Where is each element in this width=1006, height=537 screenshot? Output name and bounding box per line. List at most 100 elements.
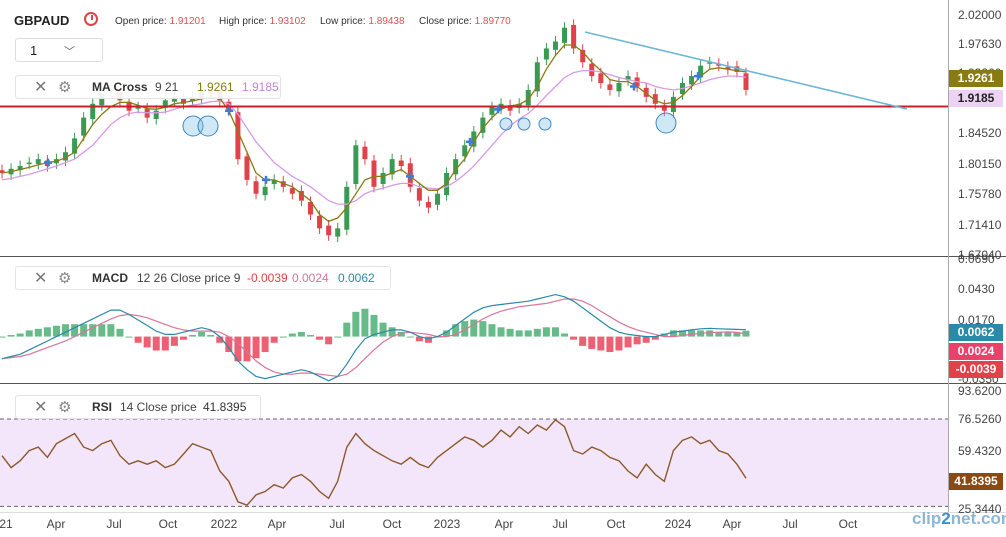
candle-body [235, 112, 241, 160]
candle-body [307, 202, 313, 215]
candle-body [580, 49, 586, 63]
support-touch-circle [655, 112, 677, 134]
candle-body [725, 67, 731, 70]
macd-histogram-bar [316, 336, 324, 340]
close-icon[interactable]: ✕ [34, 79, 48, 96]
candle-body [389, 159, 395, 175]
macd-histogram-bar [443, 330, 451, 337]
time-tick-label: Oct [159, 517, 178, 531]
support-touch-circle [517, 117, 531, 131]
macd-hist-value: -0.0039 [247, 271, 288, 285]
macd-histogram-bar [261, 336, 269, 353]
time-tick-label: Apr [495, 517, 514, 531]
price-tick-label: 1.67040 [958, 248, 1002, 262]
rsi-tick-label: 93.6200 [958, 384, 1002, 398]
candle-body [0, 170, 5, 173]
low-price-label: Low price: [320, 16, 366, 27]
rsi-tick-label: 59.4320 [958, 444, 1002, 458]
time-tick-label: Jul [552, 517, 567, 531]
candle-body [244, 156, 250, 180]
rsi-legend: ✕ ⚙ RSI 14 Close price 41.8395 [15, 395, 261, 419]
timeframe-select[interactable]: 1 ﹀ [15, 38, 103, 62]
macd-histogram-bar [579, 336, 587, 346]
time-tick-label: Oct [607, 517, 626, 531]
candle-body [471, 131, 477, 147]
macd-histogram-bar [216, 336, 224, 343]
macd-histogram-bar [561, 333, 569, 337]
ma-cross-marker [466, 137, 474, 146]
macd-histogram-bar [479, 321, 487, 337]
support-touch-circle [182, 115, 204, 137]
low-price-value: 1.89438 [368, 16, 405, 27]
watermark-part-a: clip [912, 509, 942, 528]
candle-body [253, 181, 259, 194]
trendline [584, 31, 908, 110]
macd-histogram-bar [198, 331, 206, 337]
macd-histogram-bar [406, 336, 414, 338]
gear-icon[interactable]: ⚙ [58, 399, 72, 416]
macd-histogram-bar [570, 336, 578, 340]
macd-histogram-bar [624, 336, 632, 348]
candle-body [598, 73, 604, 84]
price-tick-label: 1.80150 [958, 157, 1002, 171]
support-touch-circle [538, 117, 552, 131]
macd-histogram-bar [651, 336, 659, 340]
macd-name: MACD [92, 271, 128, 285]
macd-histogram-bar [270, 336, 278, 343]
macd-histogram-bar [170, 336, 178, 346]
time-tick-label: 21 [0, 517, 13, 531]
macd-histogram-bar [379, 322, 387, 337]
candle-body [435, 193, 441, 205]
macd-histogram-bar [642, 336, 650, 343]
macd-histogram-bar [660, 333, 668, 337]
macd-histogram-bar [470, 319, 478, 337]
ma-cross-marker [494, 105, 502, 114]
rsi-name: RSI [92, 400, 113, 414]
macd-signal-line [1, 298, 747, 378]
macd-histogram-bar [143, 336, 151, 348]
close-icon[interactable]: ✕ [34, 270, 48, 287]
macd-histogram-bar [297, 331, 305, 337]
candle-body [625, 76, 631, 81]
support-touch-circle [499, 117, 513, 131]
macd-legend: ✕ ⚙ MACD 12 26 Close price 9 -0.0039 0.0… [15, 266, 391, 290]
time-tick-label: Jul [106, 517, 121, 531]
macd-histogram-bar [678, 330, 686, 337]
macd-hist-tag: -0.0039 [949, 361, 1003, 378]
macd-histogram-bar [597, 336, 605, 351]
candle-body [63, 152, 69, 161]
candle-body [571, 24, 577, 49]
symbol-label[interactable]: GBPAUD [14, 13, 70, 28]
time-tick-label: 2024 [665, 517, 692, 531]
candle-body [453, 159, 459, 175]
macd-histogram-bar [43, 327, 51, 337]
candle-body [643, 87, 649, 97]
cross-markers [44, 72, 702, 184]
rsi-tick-label: 76.5260 [958, 412, 1002, 426]
gear-icon[interactable]: ⚙ [58, 79, 72, 96]
macd-histogram-bar [334, 336, 342, 338]
watermark-part-b: 2 [941, 509, 951, 528]
clock-icon[interactable] [84, 12, 98, 26]
gear-icon[interactable]: ⚙ [58, 270, 72, 287]
candle-body [171, 96, 177, 102]
watermark-part-c: net [950, 509, 977, 528]
candle-body [371, 160, 377, 187]
cross-mark [466, 137, 474, 146]
macd-histogram-bar [688, 330, 696, 337]
candle-body [180, 98, 186, 104]
support-touch-circle [197, 115, 219, 137]
timeframe-value: 1 [30, 43, 38, 58]
macd-histogram-bar [669, 330, 677, 337]
indicator-lines [0, 31, 948, 507]
open-price-label: Open price: [115, 16, 167, 27]
watermark-part-d: .com [976, 509, 1006, 528]
macd-histogram-bar [424, 336, 432, 343]
close-icon[interactable]: ✕ [34, 399, 48, 416]
candle-body [362, 146, 368, 160]
ma-cross-params: 9 21 [155, 80, 179, 94]
macd-histogram-bar [89, 324, 97, 337]
price-tick-label: 2.02000 [958, 8, 1002, 22]
chevron-down-icon: ﹀ [64, 46, 75, 58]
